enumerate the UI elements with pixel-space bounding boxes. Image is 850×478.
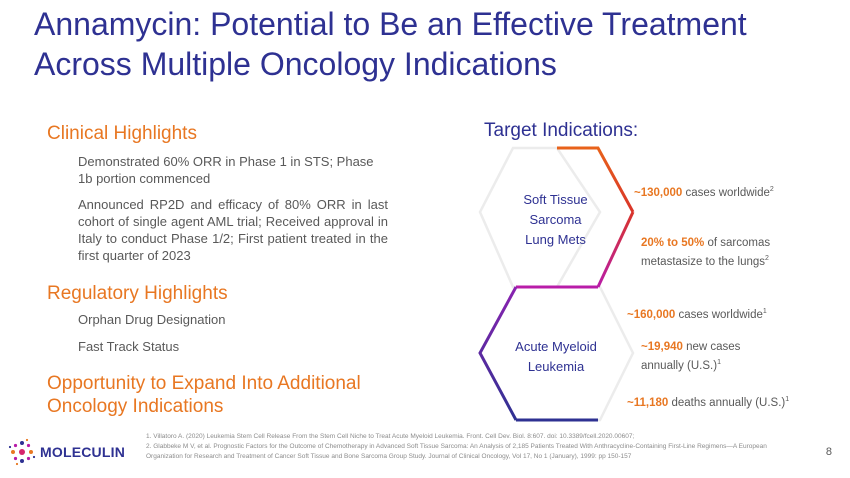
regulatory-highlights-heading: Regulatory Highlights [47, 283, 228, 304]
clinical-item-1: Demonstrated 60% ORR in Phase 1 in STS; … [78, 154, 374, 186]
sts-stat-metastasize-text-2: metastasize to the lungs [641, 255, 766, 268]
sts-stat-cases-ref: 2 [769, 186, 774, 193]
opportunity-heading: Opportunity to Expand Into Additional On… [47, 373, 361, 417]
target-indications-heading: Target Indications: [484, 120, 639, 141]
aml-hexagon-left-edge [478, 286, 518, 421]
aml-stat-new-cases: ~19,940 new cases annually (U.S.)1 [641, 339, 740, 374]
sts-stat-metastasize-text-1: of sarcomas [704, 237, 771, 249]
aml-stat-cases-value: ~160,000 [627, 308, 676, 321]
regulatory-item-2: Fast Track Status [78, 339, 180, 354]
footnotes: 1. Villatoro A. (2020) Leukemia Stem Cel… [146, 432, 796, 462]
aml-stat-deaths-text: deaths annually (U.S.) [668, 396, 786, 409]
aml-stat-new-cases-value: ~19,940 [641, 341, 683, 353]
aml-stat-cases-ref: 1 [762, 308, 767, 315]
logo-text: MOLECULIN [40, 444, 126, 460]
molecule-dots-icon [8, 438, 36, 466]
sts-label-line-3: Lung Mets [525, 232, 586, 247]
sts-stat-metastasize: 20% to 50% of sarcomas metastasize to th… [641, 235, 770, 270]
aml-stat-deaths-value: ~11,180 [627, 396, 669, 409]
footnote-2: 2. Glabbeke M V, et al. Prognostic Facto… [146, 443, 767, 460]
sts-stat-cases-value: ~130,000 [634, 186, 683, 199]
sts-stat-cases-text: cases worldwide [682, 186, 770, 199]
sts-label-line-2: Sarcoma [529, 212, 582, 227]
aml-stat-cases-text: cases worldwide [675, 308, 763, 321]
connector-edge [596, 211, 635, 288]
page-number: 8 [825, 446, 832, 458]
aml-label-line-1: Acute Myeloid [515, 339, 597, 354]
aml-stat-deaths: ~11,180 deaths annually (U.S.)1 [627, 392, 789, 411]
aml-stat-new-cases-text-1: new cases [682, 341, 741, 353]
sts-label: Soft Tissue Sarcoma Lung Mets [498, 190, 613, 250]
aml-label: Acute Myeloid Leukemia [497, 337, 615, 377]
clinical-highlights-heading: Clinical Highlights [47, 123, 197, 144]
regulatory-item-1: Orphan Drug Designation [78, 312, 226, 327]
moleculin-logo: MOLECULIN [8, 437, 125, 467]
aml-stat-new-cases-ref: 1 [717, 359, 721, 366]
page-title: Annamycin: Potential to Be an Effective … [34, 6, 747, 82]
sts-hexagon-right-edge [557, 146, 635, 213]
aml-stat-deaths-ref: 1 [785, 396, 790, 403]
sts-stat-cases: ~130,000 cases worldwide2 [634, 182, 774, 201]
clinical-item-2: Announced RP2D and efficacy of 80% ORR i… [78, 197, 388, 263]
aml-label-line-2: Leukemia [527, 359, 585, 374]
aml-stat-cases: ~160,000 cases worldwide1 [627, 304, 767, 323]
sts-stat-metastasize-value: 20% to 50% [641, 237, 705, 249]
footnote-1: 1. Villatoro A. (2020) Leukemia Stem Cel… [146, 433, 635, 440]
sts-stat-metastasize-ref: 2 [765, 255, 769, 262]
aml-stat-new-cases-text-2: annually (U.S.) [641, 359, 718, 372]
sts-label-line-1: Soft Tissue [523, 192, 588, 207]
